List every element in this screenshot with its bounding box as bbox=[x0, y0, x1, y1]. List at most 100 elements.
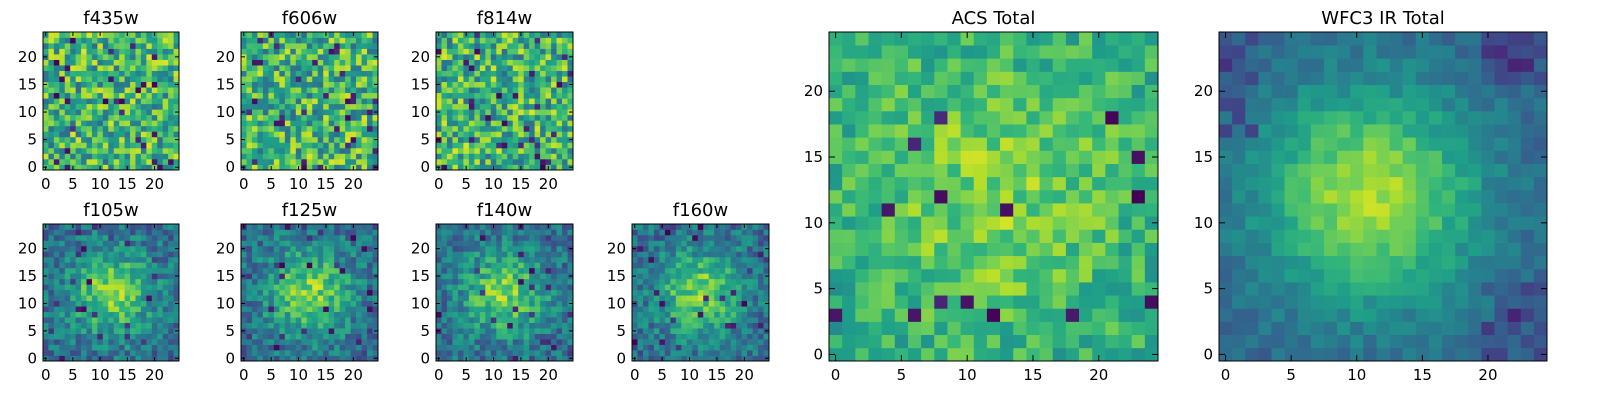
heatmap-cell bbox=[86, 240, 93, 247]
heatmap-cell bbox=[842, 282, 856, 296]
heatmap-cell bbox=[130, 306, 136, 313]
heatmap-cell bbox=[356, 98, 362, 105]
heatmap-cell bbox=[719, 289, 726, 296]
heatmap-cell bbox=[496, 48, 503, 55]
heatmap-cell bbox=[529, 273, 535, 280]
heatmap-cell bbox=[507, 125, 514, 132]
heatmap-cell bbox=[312, 240, 319, 247]
heatmap-cell bbox=[441, 81, 448, 88]
heatmap-cell bbox=[741, 267, 748, 274]
heatmap-cell bbox=[81, 147, 87, 154]
heatmap-cell bbox=[540, 59, 546, 66]
heatmap-cell bbox=[173, 114, 180, 121]
heatmap-cell bbox=[507, 234, 514, 241]
heatmap-cell bbox=[372, 92, 379, 99]
heatmap-cell bbox=[91, 125, 98, 132]
heatmap-cell bbox=[301, 256, 308, 263]
heatmap-cell bbox=[257, 350, 264, 356]
heatmap-cell bbox=[1079, 176, 1093, 191]
heatmap-cell bbox=[323, 70, 330, 77]
heatmap-cell bbox=[168, 37, 174, 44]
heatmap-cell bbox=[545, 153, 552, 160]
heatmap-cell bbox=[708, 350, 715, 356]
heatmap-cell bbox=[529, 224, 535, 230]
heatmap-cell bbox=[452, 278, 459, 285]
heatmap-cell bbox=[1039, 163, 1054, 178]
heatmap-cell bbox=[70, 229, 76, 236]
heatmap-cell bbox=[59, 240, 66, 247]
heatmap-cell bbox=[290, 59, 297, 66]
heatmap-cell bbox=[173, 350, 180, 356]
heatmap-cell bbox=[960, 295, 975, 309]
heatmap-cell bbox=[273, 278, 280, 285]
heatmap-cell bbox=[714, 295, 721, 302]
heatmap-cell bbox=[372, 103, 379, 110]
heatmap-cell bbox=[251, 164, 258, 171]
heatmap-cell bbox=[664, 289, 671, 296]
heatmap-cell bbox=[108, 322, 115, 329]
heatmap-cell bbox=[452, 147, 459, 154]
heatmap-cell bbox=[113, 273, 120, 280]
heatmap-cell bbox=[323, 251, 330, 258]
heatmap-cell bbox=[523, 262, 530, 269]
heatmap-cell bbox=[452, 295, 459, 302]
heatmap-cell bbox=[124, 284, 131, 291]
heatmap-cell bbox=[551, 32, 557, 38]
heatmap-cell bbox=[567, 70, 574, 77]
heatmap-cell bbox=[361, 54, 368, 60]
heatmap-cell bbox=[523, 317, 530, 323]
heatmap-cell bbox=[490, 147, 497, 154]
heatmap-cell bbox=[295, 109, 302, 116]
heatmap-cell bbox=[372, 37, 379, 44]
heatmap-cell bbox=[119, 98, 125, 105]
heatmap-cell bbox=[468, 251, 475, 258]
heatmap-cell bbox=[135, 300, 142, 307]
heatmap-cell bbox=[339, 355, 346, 362]
heatmap-cell bbox=[960, 242, 975, 257]
heatmap-cell bbox=[140, 92, 147, 99]
heatmap-cell bbox=[59, 278, 66, 285]
heatmap-cell bbox=[686, 251, 693, 258]
heatmap-cell bbox=[725, 295, 731, 302]
heatmap-cell bbox=[345, 224, 351, 230]
heatmap-cell bbox=[75, 98, 82, 105]
heatmap-cell bbox=[113, 256, 120, 263]
heatmap-cell bbox=[146, 284, 153, 291]
heatmap-cell bbox=[367, 70, 373, 77]
heatmap-cell bbox=[91, 300, 98, 307]
heatmap-cell bbox=[140, 289, 147, 296]
heatmap-cell bbox=[490, 339, 497, 345]
heatmap-cell bbox=[356, 284, 362, 291]
heatmap-cell bbox=[151, 142, 158, 149]
heatmap-cell bbox=[490, 87, 497, 94]
heatmap-cell bbox=[556, 120, 563, 127]
heatmap-cell bbox=[262, 158, 269, 165]
heatmap-cell bbox=[523, 322, 530, 329]
heatmap-cell bbox=[140, 48, 147, 55]
heatmap-cell bbox=[907, 150, 922, 164]
heatmap-cell bbox=[474, 355, 481, 362]
heatmap-cell bbox=[113, 81, 120, 88]
heatmap-cell bbox=[446, 131, 453, 138]
heatmap-cell bbox=[284, 355, 291, 362]
heatmap-cell bbox=[703, 306, 710, 313]
heatmap-cell bbox=[463, 245, 470, 252]
heatmap-cell bbox=[162, 32, 169, 38]
heatmap-cell bbox=[86, 43, 93, 49]
heatmap-cell bbox=[562, 284, 568, 291]
heatmap-cell bbox=[345, 300, 351, 307]
heatmap-cell bbox=[102, 322, 109, 329]
heatmap-cell bbox=[146, 262, 153, 269]
heatmap-cell bbox=[551, 158, 557, 165]
heatmap-cell bbox=[295, 87, 302, 94]
heatmap-cell bbox=[59, 109, 66, 116]
heatmap-cell bbox=[246, 339, 253, 345]
heatmap-cell bbox=[567, 224, 574, 230]
heatmap-cell bbox=[479, 339, 486, 345]
heatmap-cell bbox=[70, 70, 76, 77]
heatmap-cell bbox=[960, 216, 975, 230]
heatmap-cell bbox=[124, 43, 131, 49]
heatmap-cell bbox=[246, 284, 253, 291]
heatmap-cell bbox=[151, 317, 158, 323]
heatmap-cell bbox=[736, 328, 742, 334]
